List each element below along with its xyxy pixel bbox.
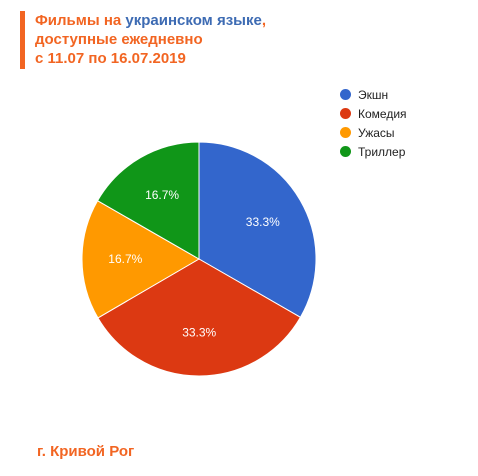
city-label: г. Кривой Рог (37, 443, 135, 460)
slice-label-3: 16.7% (108, 252, 142, 266)
legend-label: Комедия (358, 106, 407, 121)
title-accent-bar (20, 11, 25, 69)
legend-item-2: Комедия (340, 104, 407, 123)
pie-slice-4 (96, 141, 200, 260)
pie-slice-1 (198, 141, 317, 318)
title-line-1: Фильмы на украинском языке, (35, 12, 266, 29)
legend-item-4: Триллер (340, 142, 407, 161)
legend-marker-icon (340, 146, 351, 157)
legend-marker-icon (340, 108, 351, 119)
legend-item-3: Ужасы (340, 123, 407, 142)
pie-slice-2 (97, 258, 302, 377)
slice-label-4: 16.7% (145, 188, 179, 202)
legend-marker-icon (340, 127, 351, 138)
title-line-2: доступные ежедневно (35, 31, 203, 48)
chart-title: Фильмы на украинском языке, доступные еж… (35, 11, 455, 68)
legend-item-1: Экшн (340, 85, 407, 104)
legend-label: Экшн (358, 87, 389, 102)
slice-label-1: 33.3% (246, 215, 280, 229)
title-line-3: с 11.07 по 16.07.2019 (35, 50, 186, 67)
legend-marker-icon (340, 89, 351, 100)
pie-slice-3 (81, 200, 200, 319)
slice-label-2: 33.3% (182, 326, 216, 340)
legend-label: Ужасы (358, 125, 395, 140)
title-highlight: украинском языке (125, 12, 262, 29)
legend-label: Триллер (358, 144, 406, 159)
chart-legend: Экшн Комедия Ужасы Триллер (340, 85, 407, 161)
